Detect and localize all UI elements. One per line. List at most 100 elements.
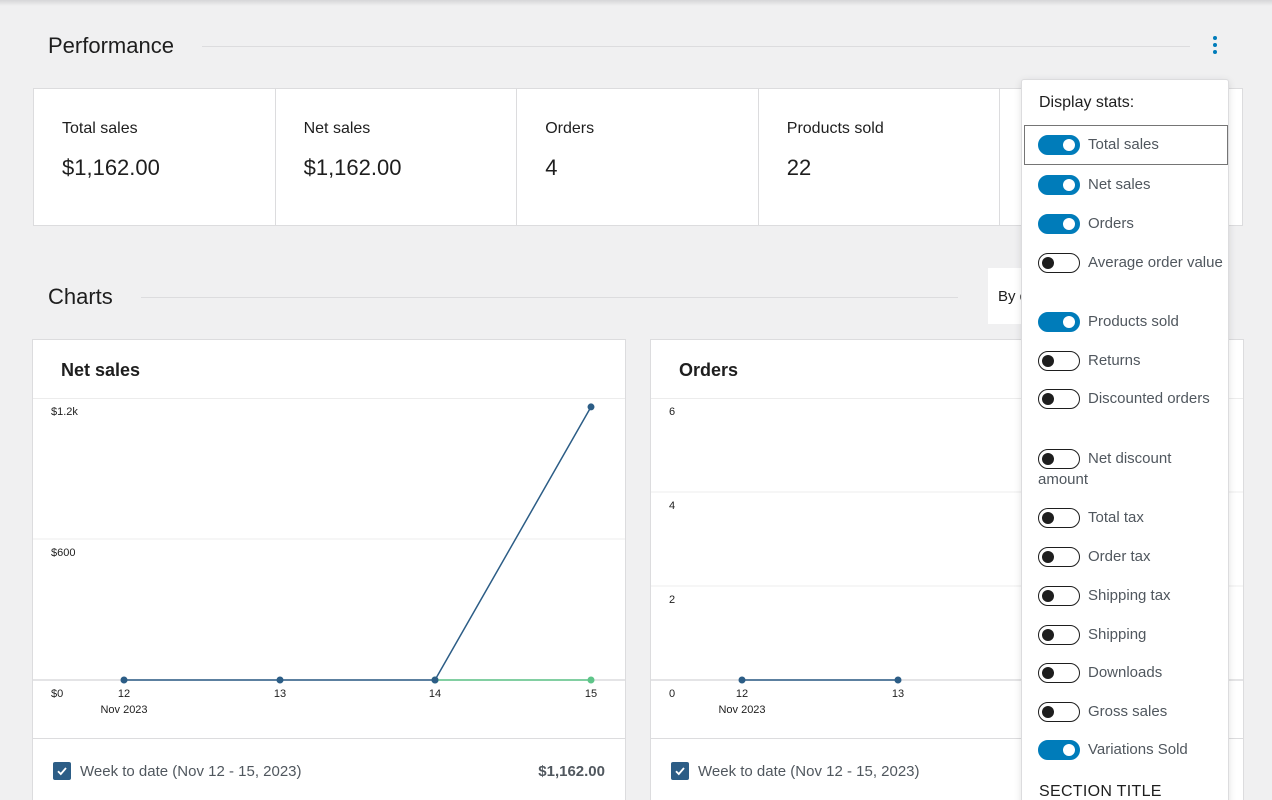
stat-label: Orders [545, 120, 595, 137]
stat-toggle-label: Shipping [1088, 626, 1147, 643]
stat-total-sales[interactable]: Total sales $1,162.00 [34, 89, 276, 225]
stat-toggle-item[interactable]: Net sales [1038, 174, 1224, 195]
y-tick-label: $1.2k [51, 406, 78, 418]
checkbox-checked-icon[interactable] [53, 762, 71, 780]
stat-toggle-label: Total sales [1088, 136, 1159, 153]
y-tick-label: 4 [669, 500, 675, 512]
legend-label: Week to date (Nov 12 - 15, 2023) [698, 762, 920, 780]
data-point [587, 403, 595, 411]
stat-value: $1,162.00 [62, 155, 160, 180]
chart-legend-row: Week to date (Nov 12 - 15, 2023) [671, 762, 1223, 780]
y-tick-label: $0 [51, 688, 63, 700]
stat-value: $1,162.00 [303, 155, 402, 180]
chart-legend-row: Week to date (Nov 12 - 15, 2023) $1,162.… [53, 762, 605, 780]
toggle-on-icon[interactable] [1038, 740, 1080, 760]
toggle-off-icon[interactable] [1038, 625, 1080, 645]
x-tick-label: 15 [585, 688, 597, 700]
toggle-on-icon[interactable] [1038, 214, 1080, 234]
legend-amount: $1,162.00 [538, 762, 605, 780]
top-shadow [0, 0, 1272, 6]
y-tick-label: 2 [669, 594, 675, 606]
stat-toggle-label: Net sales [1088, 176, 1151, 193]
toggle-on-icon[interactable] [1038, 312, 1080, 332]
data-point [431, 676, 439, 684]
stat-toggle-item[interactable]: Total tax [1038, 507, 1224, 528]
performance-header: Performance [48, 30, 1190, 62]
stat-toggle-label: Orders [1088, 215, 1134, 232]
chart-title: Orders [679, 360, 739, 380]
toggle-off-icon[interactable] [1038, 253, 1080, 273]
toggle-on-icon[interactable] [1038, 135, 1080, 155]
net-sales-line-chart: $0 $600 $1.2k 12 13 14 15 Nov 2023 [33, 398, 625, 716]
performance-divider [201, 45, 1190, 47]
stat-toggle-item[interactable]: Net discount amount [1038, 448, 1224, 490]
y-tick-label: $600 [51, 547, 75, 559]
x-tick-label: 13 [274, 688, 286, 700]
toggle-off-icon[interactable] [1038, 586, 1080, 606]
toggle-off-icon[interactable] [1038, 547, 1080, 567]
ellipsis-vertical-icon[interactable] [1202, 30, 1228, 60]
stat-toggle-label: Shipping tax [1088, 587, 1171, 604]
stat-orders[interactable]: Orders 4 [517, 89, 759, 225]
stat-toggle-label: Total tax [1088, 509, 1144, 526]
data-point [894, 676, 902, 684]
data-point [738, 676, 746, 684]
display-stats-title: Display stats: [1039, 94, 1135, 111]
stat-toggle-item[interactable]: Shipping [1038, 624, 1224, 645]
data-point [587, 676, 595, 684]
x-tick-label: 12 [736, 688, 748, 700]
stat-toggle-item[interactable]: Total sales [1024, 125, 1228, 165]
stat-toggle-item[interactable]: Gross sales [1038, 701, 1224, 722]
y-tick-label: 0 [669, 688, 675, 700]
stat-value: 4 [545, 155, 558, 180]
section-title: SECTION TITLE [1039, 783, 1162, 800]
stat-toggle-label: Gross sales [1088, 703, 1168, 720]
stat-toggle-label: Products sold [1088, 313, 1179, 330]
toggle-off-icon[interactable] [1038, 389, 1080, 409]
data-point [120, 676, 128, 684]
performance-title: Performance [48, 33, 174, 58]
legend-label: Week to date (Nov 12 - 15, 2023) [80, 762, 302, 780]
chart-title: Net sales [61, 360, 141, 380]
toggle-off-icon[interactable] [1038, 449, 1080, 469]
stat-toggle-item[interactable]: Orders [1038, 213, 1224, 234]
chart-footer-divider [651, 738, 1243, 739]
stat-products-sold[interactable]: Products sold 22 [759, 89, 1001, 225]
stat-value: 22 [786, 155, 812, 180]
stat-toggle-item[interactable]: Downloads [1038, 662, 1224, 683]
x-tick-label: 14 [429, 688, 441, 700]
stat-toggle-label: Downloads [1088, 664, 1163, 681]
stat-label: Products sold [786, 120, 884, 137]
stat-toggle-item[interactable]: Order tax [1038, 546, 1224, 567]
charts-header: Charts [48, 281, 958, 313]
stat-toggle-label: Variations Sold [1088, 741, 1188, 758]
x-tick-label: 12 [118, 688, 130, 700]
stat-label: Total sales [62, 120, 138, 137]
toggle-off-icon[interactable] [1038, 508, 1080, 528]
stat-net-sales[interactable]: Net sales $1,162.00 [276, 89, 518, 225]
x-tick-label: 13 [892, 688, 904, 700]
toggle-off-icon[interactable] [1038, 351, 1080, 371]
stat-toggle-item[interactable]: Variations Sold [1038, 739, 1224, 760]
stat-toggle-item[interactable]: Average order value [1038, 252, 1224, 273]
stat-toggle-label: Discounted orders [1088, 390, 1210, 407]
x-tick-sublabel: Nov 2023 [100, 704, 147, 716]
series-line [124, 406, 592, 681]
stat-toggle-label: Average order value [1088, 254, 1223, 271]
toggle-off-icon[interactable] [1038, 663, 1080, 683]
toggle-on-icon[interactable] [1038, 175, 1080, 195]
stat-toggle-item[interactable]: Products sold [1038, 311, 1224, 332]
stat-toggle-label: Net discount amount [1038, 450, 1172, 488]
checkbox-checked-icon[interactable] [671, 762, 689, 780]
stat-toggle-label: Order tax [1088, 548, 1151, 565]
toggle-off-icon[interactable] [1038, 702, 1080, 722]
data-point [276, 676, 284, 684]
display-stats-menu: Display stats: SECTION TITLE Total sales… [1021, 79, 1229, 800]
stat-toggle-item[interactable]: Shipping tax [1038, 585, 1224, 606]
chart-footer-divider [33, 738, 625, 739]
stat-label: Net sales [303, 120, 371, 137]
stat-toggle-item[interactable]: Discounted orders [1038, 388, 1224, 409]
net-sales-chart-card: Net sales $0 $600 $1.2k 12 13 14 15 Nov 2023 We… [32, 339, 626, 800]
x-tick-sublabel: Nov 2023 [718, 704, 765, 716]
stat-toggle-item[interactable]: Returns [1038, 350, 1224, 371]
